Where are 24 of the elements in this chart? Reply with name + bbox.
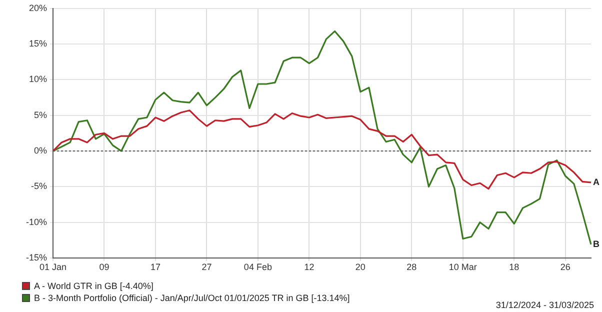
x-tick-label: 17 xyxy=(150,262,160,272)
text: A xyxy=(593,176,600,187)
y-tick-label: -10% xyxy=(26,216,47,227)
x-tick-label: 01 Jan xyxy=(39,262,67,272)
x-tick-label: 27 xyxy=(202,262,212,272)
x-tick-label: 09 xyxy=(99,262,110,272)
legend-label: B - 3-Month Portfolio (Official) - Jan/Apr/Jul/Oct 01/01/2025 TR in GB [-13.14%] xyxy=(34,292,350,304)
y-tick-label: 15% xyxy=(28,38,47,49)
y-tick-label: 0% xyxy=(34,146,47,156)
x-tick-label: 12 xyxy=(304,262,314,272)
y-tick-label: -5% xyxy=(30,181,47,192)
x-tick-label: 26 xyxy=(560,262,570,272)
legend-label: A - World GTR in GB [-4.40%] xyxy=(34,280,154,292)
y-tick-label: 10% xyxy=(28,74,47,84)
x-tick-label: 28 xyxy=(406,262,417,272)
x-tick-label: 10 Mar xyxy=(448,262,477,272)
y-tick-label: -15% xyxy=(26,252,47,262)
y-tick-label: 5% xyxy=(34,110,47,120)
x-tick-label: 20 xyxy=(355,262,366,272)
text: 31/12/2024 - 31/03/2025 xyxy=(496,300,594,310)
x-tick-label: 04 Feb xyxy=(244,262,272,272)
x-tick-label: 18 xyxy=(509,262,520,272)
text: B xyxy=(593,238,600,249)
y-tick-label: 20% xyxy=(28,2,47,13)
